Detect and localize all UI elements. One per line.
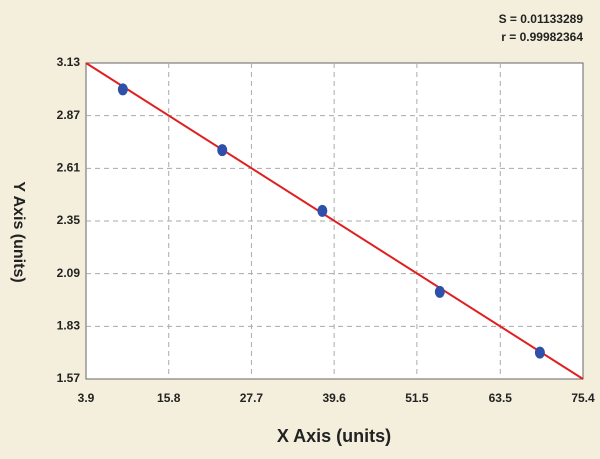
data-point	[534, 346, 545, 359]
y-tick-label: 2.35	[57, 213, 81, 227]
x-tick-label: 75.4	[571, 391, 595, 405]
x-tick-label: 27.7	[240, 391, 264, 405]
data-point	[117, 83, 128, 96]
y-tick-label: 2.87	[57, 108, 81, 122]
y-tick-label: 2.09	[57, 266, 81, 280]
x-tick-label: 3.9	[78, 391, 95, 405]
x-tick-label: 15.8	[157, 391, 181, 405]
x-tick-label: 39.6	[322, 391, 346, 405]
data-point	[434, 285, 445, 298]
annotation: r = 0.99982364	[501, 30, 583, 44]
y-tick-label: 3.13	[57, 55, 81, 69]
y-tick-label: 1.57	[57, 371, 81, 385]
data-point	[317, 204, 328, 217]
data-point	[217, 144, 228, 157]
y-tick-label: 1.83	[57, 319, 81, 333]
y-axis-label: Y Axis (units)	[10, 181, 27, 282]
x-tick-label: 63.5	[489, 391, 513, 405]
y-tick-label: 2.61	[57, 161, 81, 175]
fit-line	[85, 62, 584, 380]
x-tick-label: 51.5	[405, 391, 429, 405]
annotation: S = 0.01133289	[499, 12, 584, 26]
x-axis-label: X Axis (units)	[277, 426, 391, 446]
